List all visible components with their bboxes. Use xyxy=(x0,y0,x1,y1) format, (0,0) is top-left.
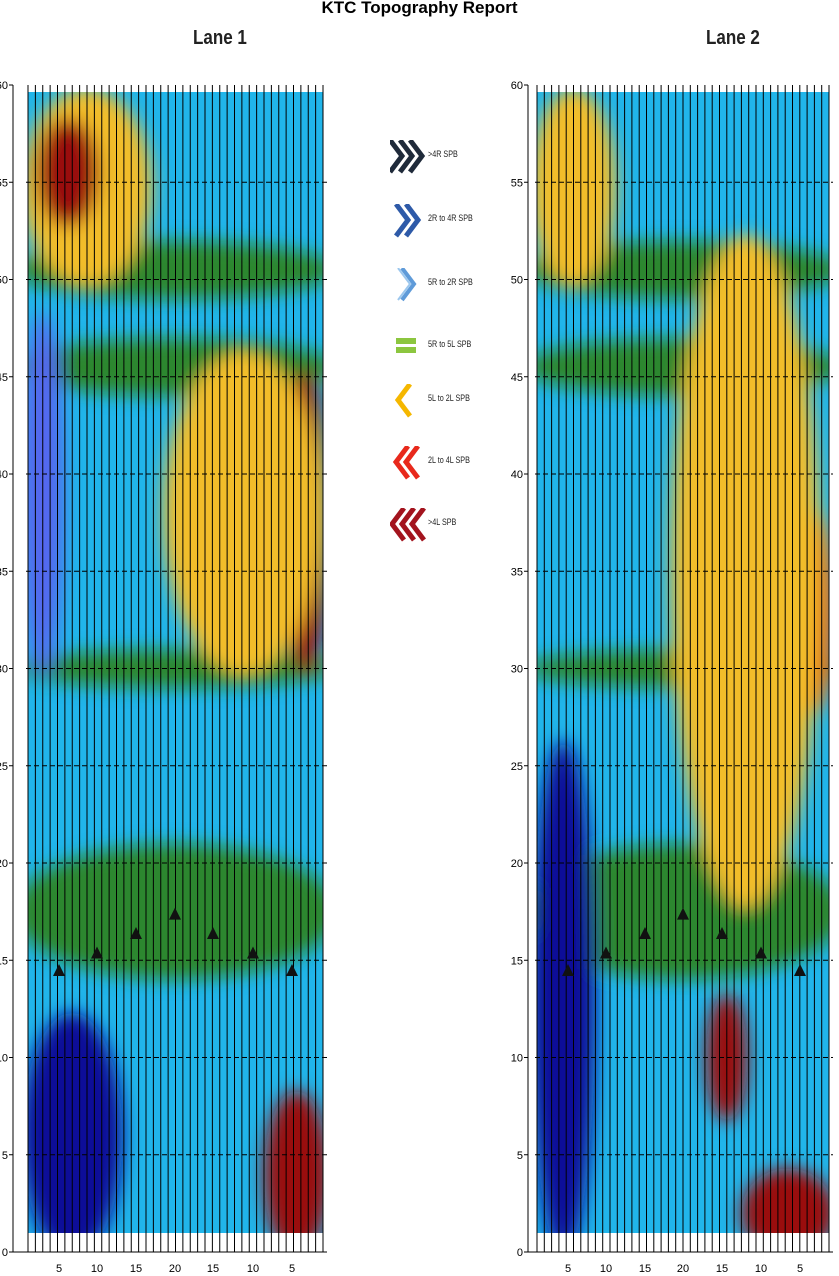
y-tick-label: 40 xyxy=(511,469,523,481)
horizontal-grid xyxy=(26,181,327,1156)
legend-item: 5R to 2R SPB xyxy=(386,268,486,302)
horizontal-grid xyxy=(535,181,833,1156)
heatmap-region xyxy=(28,1012,123,1233)
legend-item: 2L to 4L SPB xyxy=(386,446,486,480)
x-tick-label: 5 xyxy=(565,1263,571,1275)
x-tick-label: 10 xyxy=(247,1263,259,1275)
chevron-left-double-icon xyxy=(392,446,420,480)
marker-triangle xyxy=(169,907,181,920)
y-tick-label: 30 xyxy=(0,664,8,676)
legend-label: 5L to 2L SPB xyxy=(428,393,470,403)
y-tick-label: 0 xyxy=(517,1247,523,1259)
legend-item: 5L to 2L SPB xyxy=(386,384,486,418)
y-tick-label: 55 xyxy=(511,177,523,189)
x-tick-label: 5 xyxy=(797,1263,803,1275)
y-tick-label: 5 xyxy=(2,1150,8,1162)
y-tick-label: 45 xyxy=(511,372,523,384)
chevron-right-single-icon xyxy=(397,268,417,302)
legend-label: 2L to 4L SPB xyxy=(428,455,470,465)
y-tick-label: 5 xyxy=(517,1150,523,1162)
chevron-right-double-icon xyxy=(394,204,422,238)
heatmap-region xyxy=(537,92,616,286)
y-tick-label: 15 xyxy=(0,955,8,967)
y-tick-label: 10 xyxy=(511,1053,523,1065)
x-tick-label: 5 xyxy=(289,1263,295,1275)
x-tick-label: 10 xyxy=(600,1263,612,1275)
x-tick-label: 15 xyxy=(639,1263,651,1275)
marker-triangle xyxy=(130,927,142,940)
marker-triangle xyxy=(677,907,689,920)
y-tick-label: 25 xyxy=(511,761,523,773)
y-tick-label: 35 xyxy=(0,566,8,578)
y-tick-label: 60 xyxy=(0,80,8,92)
x-tick-label: 15 xyxy=(207,1263,219,1275)
marker-triangle xyxy=(53,963,65,976)
legend-label: >4R SPB xyxy=(428,149,458,159)
y-tick-label: 35 xyxy=(511,566,523,578)
y-tick-label: 10 xyxy=(0,1053,8,1065)
chevron-right-triple-icon xyxy=(390,140,426,174)
marker-triangle xyxy=(639,927,651,940)
marker-triangle xyxy=(755,946,767,959)
y-tick-label: 15 xyxy=(511,955,523,967)
y-tick-label: 50 xyxy=(511,275,523,287)
heatmap-region xyxy=(36,117,99,228)
chevron-left-single-icon xyxy=(394,384,412,418)
y-tick-label: 55 xyxy=(0,177,8,189)
y-tick-label: 60 xyxy=(511,80,523,92)
lane-1-title: Lane 1 xyxy=(193,27,247,49)
y-tick-label: 20 xyxy=(511,858,523,870)
y-tick-label: 45 xyxy=(0,372,8,384)
marker-triangle xyxy=(600,946,612,959)
legend-item: >4R SPB xyxy=(386,140,486,174)
lane-1-heatmap: 0 5 10 15 20 25 30 35 40 45 50 55 60 5 10 15 20 15 10 5 xyxy=(0,80,327,1275)
x-tick-label: 20 xyxy=(677,1263,689,1275)
legend-item: >4L SPB xyxy=(386,508,486,542)
y-tick-label: 50 xyxy=(0,275,8,287)
legend-item: 5R to 5L SPB xyxy=(386,330,486,360)
y-tick-label: 40 xyxy=(0,469,8,481)
legend-label: 5R to 2R SPB xyxy=(428,277,473,287)
x-tick-label: 10 xyxy=(91,1263,103,1275)
x-tick-label: 15 xyxy=(130,1263,142,1275)
marker-triangle xyxy=(716,927,728,940)
y-tick-label: 25 xyxy=(0,761,8,773)
legend-item: 2R to 4R SPB xyxy=(386,204,486,238)
legend-label: 2R to 4R SPB xyxy=(428,213,473,223)
heatmap-region xyxy=(28,312,64,675)
x-tick-label: 5 xyxy=(56,1263,62,1275)
y-tick-label: 0 xyxy=(2,1247,8,1259)
y-tick-label: 20 xyxy=(0,858,8,870)
report-title: KTC Topography Report xyxy=(321,0,518,17)
heatmap-region xyxy=(741,1168,829,1233)
marker-triangle xyxy=(562,963,574,976)
marker-triangle xyxy=(91,946,103,959)
x-tick-label: 10 xyxy=(755,1263,767,1275)
marker-triangle xyxy=(207,927,219,940)
heatmap-region xyxy=(537,740,596,1233)
marker-triangle xyxy=(286,963,298,976)
legend-label: >4L SPB xyxy=(428,517,457,527)
heatmap-region xyxy=(263,1090,323,1233)
marker-triangle xyxy=(247,946,259,959)
equals-icon xyxy=(396,338,416,353)
lane-2-title: Lane 2 xyxy=(706,27,760,49)
lane-2-heatmap: 0 5 10 15 20 25 30 35 40 45 50 55 60 5 10 15 20 15 10 5 xyxy=(511,80,833,1275)
marker-triangle xyxy=(794,963,806,976)
x-tick-label: 15 xyxy=(716,1263,728,1275)
x-tick-label: 20 xyxy=(169,1263,181,1275)
heatmap-region xyxy=(163,351,323,675)
heatmap-field xyxy=(537,92,829,1233)
chevron-left-triple-icon xyxy=(390,508,426,542)
y-tick-label: 30 xyxy=(511,664,523,676)
legend-label: 5R to 5L SPB xyxy=(428,339,472,349)
